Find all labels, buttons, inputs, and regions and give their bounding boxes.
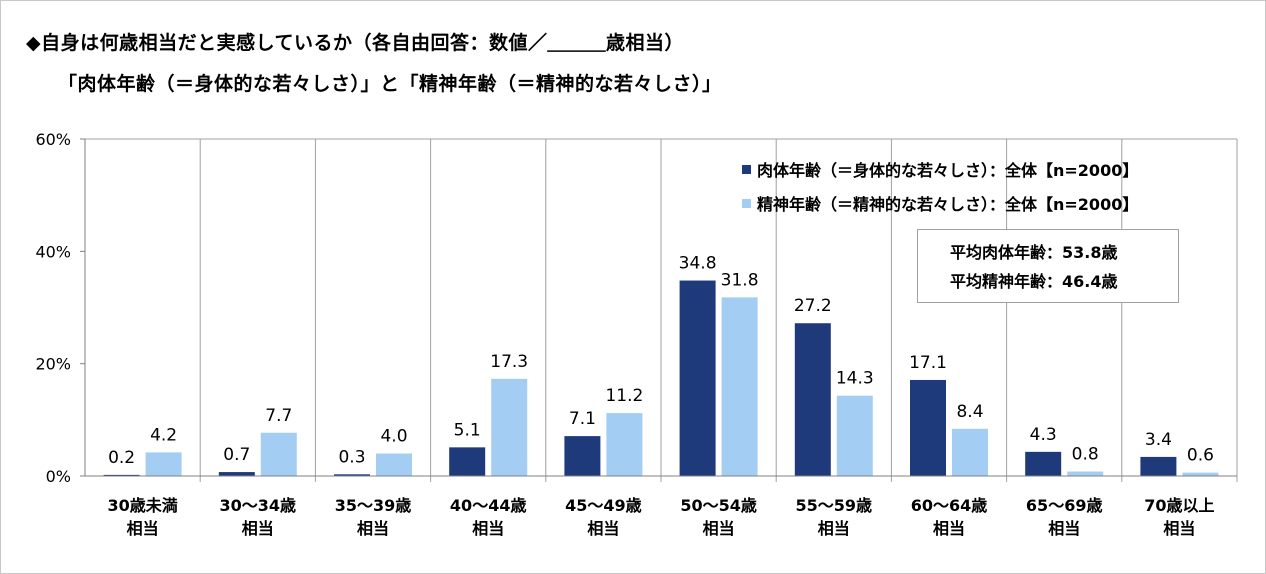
chart-subtitle: 「肉体年齢（＝身体的な若々しさ）」と「精神年齢（＝精神的な若々しさ）」: [58, 73, 722, 95]
x-tick-label: 相当: [933, 519, 965, 538]
x-tick-label: 65～69歳: [1026, 496, 1103, 515]
x-tick-label: 相当: [127, 519, 159, 538]
data-label: 34.8: [679, 254, 717, 274]
x-tick-label: 55～59歳: [796, 496, 873, 515]
x-tick-label: 45～49歳: [565, 496, 642, 515]
x-tick-label: 相当: [472, 519, 504, 538]
bar-series1: [679, 280, 716, 476]
data-label: 17.1: [909, 353, 947, 373]
bar-series1: [794, 323, 831, 476]
x-tick-label: 相当: [818, 519, 850, 538]
x-tick-label: 30～34歳: [220, 496, 297, 515]
data-label: 4.3: [1030, 425, 1057, 445]
legend-item-series1: 肉体年齢（＝身体的な若々しさ）：全体【n=2000】: [742, 152, 1138, 186]
bar-series1: [564, 436, 601, 476]
average-age-box: 平均肉体年齢：53.8歳 平均精神年齢：46.4歳: [917, 229, 1179, 303]
data-label: 7.7: [265, 406, 292, 426]
x-tick-label: 35～39歳: [335, 496, 412, 515]
bar-series1: [1140, 456, 1177, 476]
legend-swatch-series2: [742, 198, 751, 208]
average-mental-age: 平均精神年齢：46.4歳: [950, 272, 1118, 291]
data-label: 11.2: [605, 386, 643, 406]
x-tick-label: 相当: [587, 519, 619, 538]
bar-series2: [721, 297, 758, 476]
data-label: 3.4: [1145, 430, 1172, 450]
x-tick-label: 70歳以上: [1144, 496, 1214, 515]
y-tick-label: 40%: [35, 242, 71, 261]
bar-series2: [260, 432, 297, 476]
data-label: 8.4: [956, 402, 983, 422]
x-tick-label: 50～54歳: [680, 496, 757, 515]
bar-series2: [836, 395, 873, 476]
data-label: 0.2: [108, 448, 135, 468]
bar-series1: [334, 474, 370, 476]
data-label: 0.6: [1187, 446, 1214, 466]
x-tick-label: 相当: [242, 519, 274, 538]
bar-series1: [910, 379, 946, 476]
data-labels: 0.2 0.7 0.3 5.1 7.1 34.8 27.2 17.1 4.3 3.4 4.2 7.7 4…: [108, 254, 1214, 468]
data-label: 5.1: [454, 420, 481, 440]
data-label: 0.7: [223, 445, 250, 465]
legend: 肉体年齢（＝身体的な若々しさ）：全体【n=2000】 精神年齢（＝精神的な若々し…: [742, 152, 1138, 220]
data-label: 0.3: [338, 447, 365, 467]
grid-lines: [85, 138, 1238, 482]
x-tick-label: 相当: [1163, 519, 1195, 538]
bar-series2: [491, 378, 528, 476]
bar-series2: [1067, 471, 1104, 476]
data-label: 14.3: [836, 369, 874, 389]
x-tick-label: 相当: [357, 519, 389, 538]
data-label: 31.8: [721, 270, 759, 290]
average-physical-age: 平均肉体年齢：53.8歳: [950, 243, 1118, 262]
bar-series2: [606, 413, 643, 476]
data-label: 27.2: [794, 296, 832, 316]
data-label: 17.3: [490, 352, 528, 372]
data-label: 7.1: [569, 409, 596, 429]
x-tick-label: 相当: [703, 519, 735, 538]
x-tick-label: 60～64歳: [911, 496, 988, 515]
chart-title: ◆自身は何歳相当だと実感しているか（各自由回答：数値／＿＿＿歳相当）: [26, 32, 685, 54]
data-label: 4.2: [150, 425, 177, 445]
x-tick-label: 40～44歳: [450, 496, 527, 515]
y-tick-label: 0%: [46, 467, 71, 486]
legend-swatch-series1: [742, 164, 751, 174]
legend-item-series2: 精神年齢（＝精神的な若々しさ）：全体【n=2000】: [742, 186, 1138, 220]
y-tick-label: 60%: [35, 130, 71, 149]
data-label: 4.0: [380, 427, 407, 447]
bar-series2: [952, 428, 988, 476]
bars: [103, 280, 1219, 476]
bar-series1: [218, 472, 255, 476]
axes: 0%20%40%60%30歳未満相当30～34歳相当35～39歳相当40～44歳…: [35, 130, 1237, 538]
bar-series2: [1182, 472, 1219, 476]
bar-series2: [145, 452, 182, 476]
x-tick-label: 30歳未満: [107, 496, 177, 515]
bar-series1: [103, 474, 140, 476]
x-tick-label: 相当: [1048, 519, 1080, 538]
data-label: 0.8: [1072, 445, 1099, 465]
bar-series2: [376, 453, 412, 476]
y-tick-label: 20%: [35, 355, 71, 374]
legend-label-series1: 肉体年齢（＝身体的な若々しさ）：全体【n=2000】: [757, 161, 1139, 180]
bar-series1: [1025, 451, 1062, 476]
bar-series1: [449, 447, 486, 476]
legend-label-series2: 精神年齢（＝精神的な若々しさ）：全体【n=2000】: [757, 195, 1139, 214]
